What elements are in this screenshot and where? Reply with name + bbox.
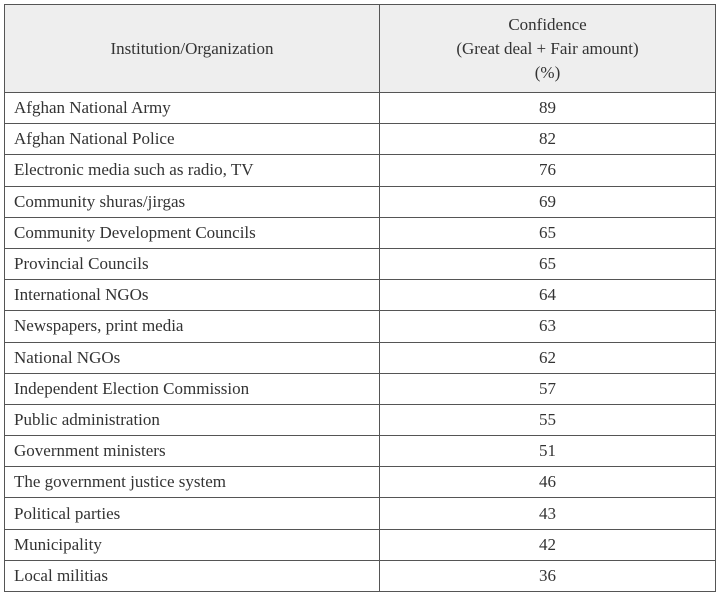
institution-cell: Afghan National Police [4,123,380,156]
confidence-cell: 69 [379,185,716,218]
header-row: Institution/Organization Confidence (Gre… [4,4,716,93]
header-cell: Institution/Organization [4,4,380,93]
institution-cell: Independent Election Commission [4,372,380,405]
confidence-cell: 76 [379,154,716,187]
header-cell: Confidence (Great deal + Fair amount) (%… [379,4,716,93]
table-row: Local militias 36 [4,559,716,593]
table-row: Independent Election Commission 57 [4,372,716,405]
confidence-cell: 51 [379,435,716,468]
institution-cell: Municipality [4,528,380,561]
confidence-cell: 89 [379,91,716,125]
confidence-cell: 46 [379,466,716,499]
confidence-cell: 36 [379,559,716,593]
confidence-cell: 63 [379,310,716,343]
table-row: National NGOs 62 [4,341,716,374]
table-row: Community Development Councils 65 [4,216,716,249]
table-body: Afghan National Army 89 Afghan National Po… [4,91,716,593]
table-row: Government ministers 51 [4,435,716,468]
table-row: Afghan National Police 82 [4,123,716,156]
confidence-table: Institution/Organization Confidence (Gre… [4,4,716,593]
header-text: (Great deal + Fair amount) [456,38,639,58]
confidence-cell: 65 [379,247,716,281]
header-text: Institution/Organization [110,38,274,58]
header-text: (%) [534,62,561,82]
confidence-cell: 55 [379,403,716,437]
table-row: Political parties 43 [4,497,716,530]
confidence-cell: 64 [379,279,716,312]
table-row: International NGOs 64 [4,279,716,312]
institution-cell: Community Development Councils [4,216,380,249]
table-row: Provincial Councils 65 [4,247,716,281]
institution-cell: Political parties [4,497,380,530]
institution-cell: Local militias [4,559,380,593]
confidence-cell: 65 [379,216,716,249]
institution-cell: Government ministers [4,435,380,468]
confidence-cell: 62 [379,341,716,374]
institution-cell: National NGOs [4,341,380,374]
table-row: Community shuras/jirgas 69 [4,185,716,218]
institution-cell: Provincial Councils [4,247,380,281]
confidence-cell: 57 [379,372,716,405]
institution-cell: Electronic media such as radio, TV [4,154,380,187]
table-row: Public administration 55 [4,403,716,437]
confidence-cell: 43 [379,497,716,530]
confidence-cell: 82 [379,123,716,156]
table-row: The government justice system 46 [4,466,716,499]
table-row: Electronic media such as radio, TV 76 [4,154,716,187]
institution-cell: Afghan National Army [4,91,380,125]
table-row: Newspapers, print media 63 [4,310,716,343]
table-row: Municipality 42 [4,528,716,561]
header-text: Confidence [508,14,587,34]
table-row: Afghan National Army 89 [4,91,716,125]
institution-cell: Newspapers, print media [4,310,380,343]
confidence-cell: 42 [379,528,716,561]
institution-cell: The government justice system [4,466,380,499]
institution-cell: International NGOs [4,279,380,312]
institution-cell: Public administration [4,403,380,437]
institution-cell: Community shuras/jirgas [4,185,380,218]
